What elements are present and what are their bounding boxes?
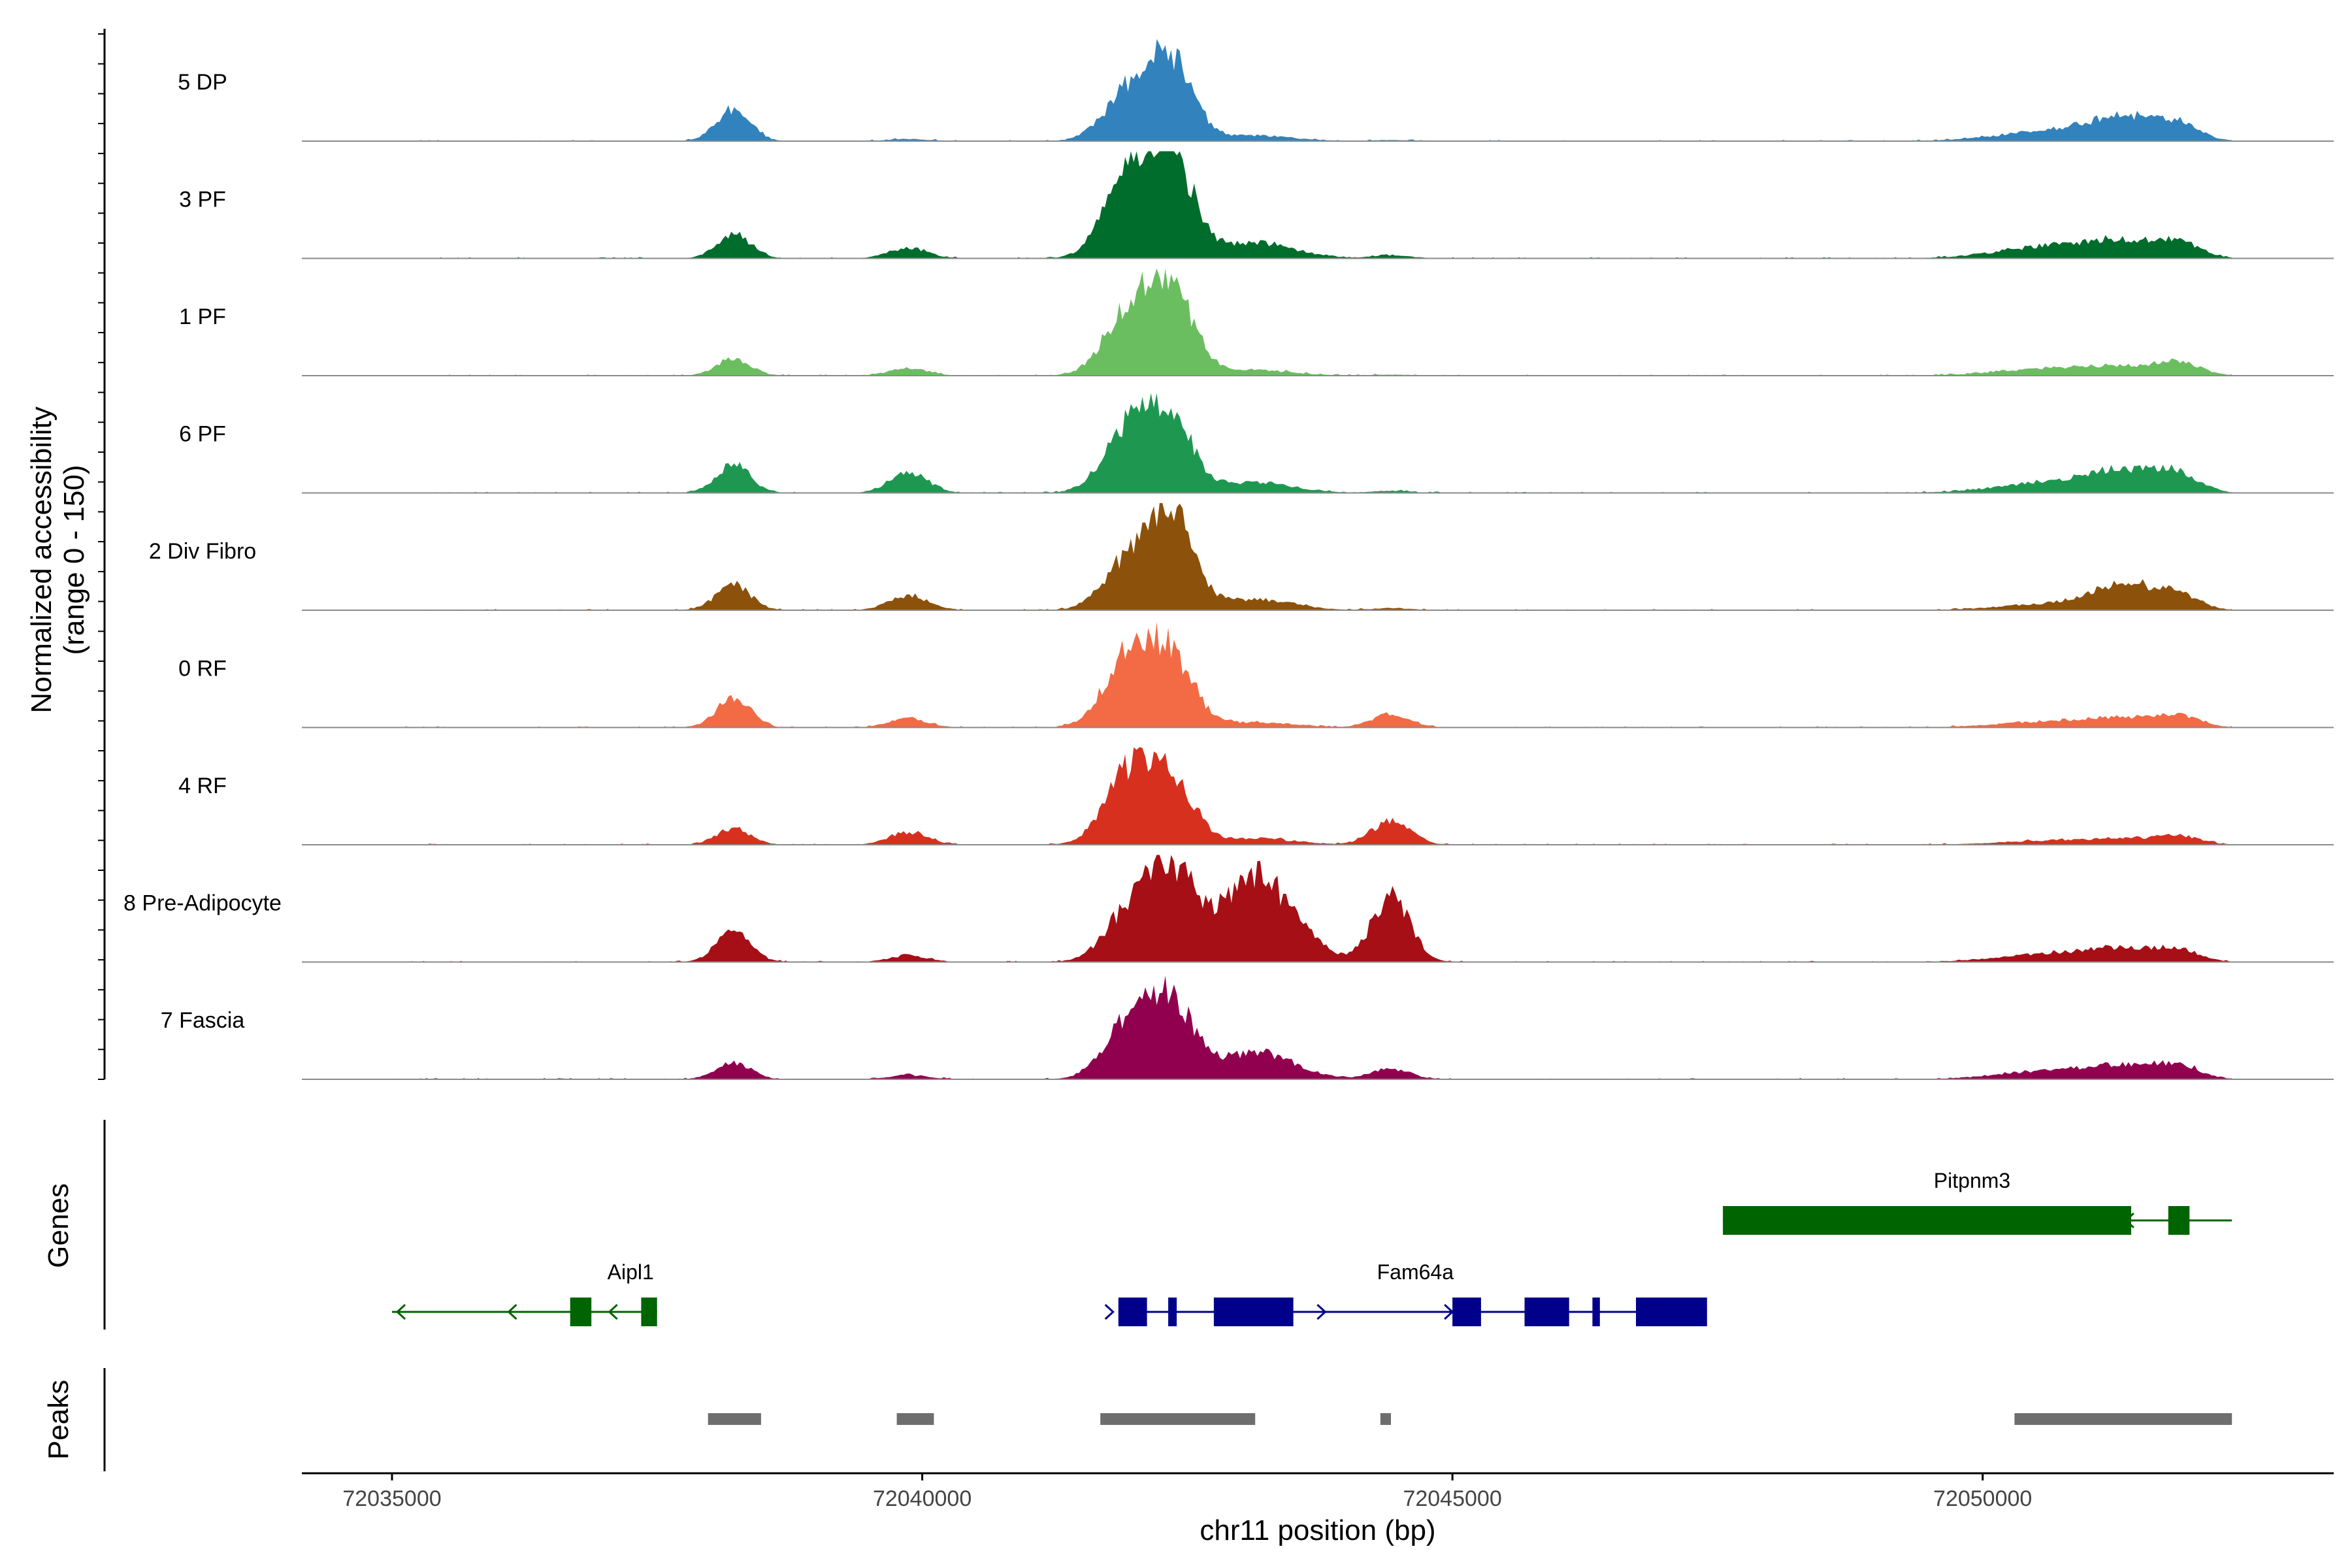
coverage-track: 6 PF [179,393,2334,494]
coverage-track: 5 DP [178,39,2334,142]
gene-exon [641,1298,657,1326]
coverage-area [392,855,2232,962]
gene-models: Aipl1 Fam64a Pitpnm3 [391,1169,2232,1326]
track-label: 0 RF [178,657,227,681]
track-label: 3 PF [179,188,226,212]
peaks-panel: Peaks [42,1368,2232,1471]
gene-exon [1723,1206,2131,1235]
coverage-y-axis: Normalized accessibility (range 0 - 150) [25,29,106,1080]
x-tick-label: 72050000 [1933,1486,2032,1511]
track-label: 7 Fascia [161,1008,245,1033]
coverage-track: 0 RF [178,621,2334,728]
coverage-track: 3 PF [179,151,2334,259]
coverage-area [392,151,2232,259]
gene-model: Aipl1 [391,1260,657,1326]
coverage-area [392,747,2232,845]
gene-exon [1213,1298,1294,1326]
coverage-area [392,975,2232,1079]
strand-arrow [1104,1303,1115,1320]
gene-exon [1118,1298,1147,1326]
coverage-area [392,269,2232,376]
y-axis-title-line1: Normalized accessibility [25,406,57,713]
genes-panel-title: Genes [42,1183,74,1268]
gene-label: Pitpnm3 [1934,1169,2010,1192]
coverage-area [392,621,2232,728]
genes-panel: Genes Aipl1 Fam64a Pitpnm3 [42,1120,2232,1330]
strand-arrow [608,1303,618,1320]
peak-region [1100,1413,1256,1425]
peak-region [896,1413,934,1425]
gene-exon [1592,1298,1600,1326]
coverage-track: 4 RF [178,747,2334,845]
coverage-area [392,39,2232,142]
coverage-y-ticks [98,33,105,1080]
track-label: 1 PF [179,304,226,329]
gene-model: Pitpnm3 [1723,1169,2232,1235]
x-tick-label: 72045000 [1403,1486,1501,1511]
gene-label: Aipl1 [608,1260,654,1284]
track-label: 4 RF [178,774,227,798]
peak-region [2014,1413,2232,1425]
coverage-area [392,393,2232,493]
track-label: 2 Div Fibro [149,539,256,564]
gene-label: Fam64a [1377,1260,1454,1284]
strand-arrow [1316,1303,1327,1320]
strand-arrow [2124,1212,2134,1229]
x-ticks: 72035000 72040000 72045000 72050000 [342,1473,2032,1511]
coverage-track: 2 Div Fibro [149,503,2334,611]
strand-arrow [395,1303,406,1320]
track-label: 5 DP [178,70,227,95]
coverage-tracks: 5 DP 3 PF 1 PF 6 PF 2 Div Fibro 0 RF 4 RF 8 Pre… [123,39,2334,1080]
peak-regions [708,1413,2232,1425]
peak-region [708,1413,761,1425]
gene-model: Fam64a [1104,1260,1707,1326]
peak-region [1380,1413,1391,1425]
coverage-area [392,503,2232,610]
gene-exon [1452,1298,1481,1326]
strand-arrow [507,1303,517,1320]
x-axis-title: chr11 position (bp) [1200,1514,1435,1546]
track-label: 8 Pre-Adipocyte [123,891,282,916]
gene-exon [1636,1298,1707,1326]
x-tick-label: 72040000 [873,1486,972,1511]
gene-exon [2168,1206,2190,1235]
gene-exon [570,1298,592,1326]
coverage-track: 7 Fascia [161,975,2334,1080]
gene-exon [1168,1298,1177,1326]
track-label: 6 PF [179,422,226,447]
x-tick-label: 72035000 [342,1486,441,1511]
y-axis-title-line2: (range 0 - 150) [58,465,90,655]
coverage-track: 1 PF [179,269,2334,376]
peaks-panel-title: Peaks [42,1380,74,1460]
strand-arrow [1444,1303,1454,1320]
coverage-track: 8 Pre-Adipocyte [123,855,2334,963]
x-axis: 72035000 72040000 72045000 72050000 chr11 p… [302,1472,2334,1546]
gene-exon [1524,1298,1569,1326]
